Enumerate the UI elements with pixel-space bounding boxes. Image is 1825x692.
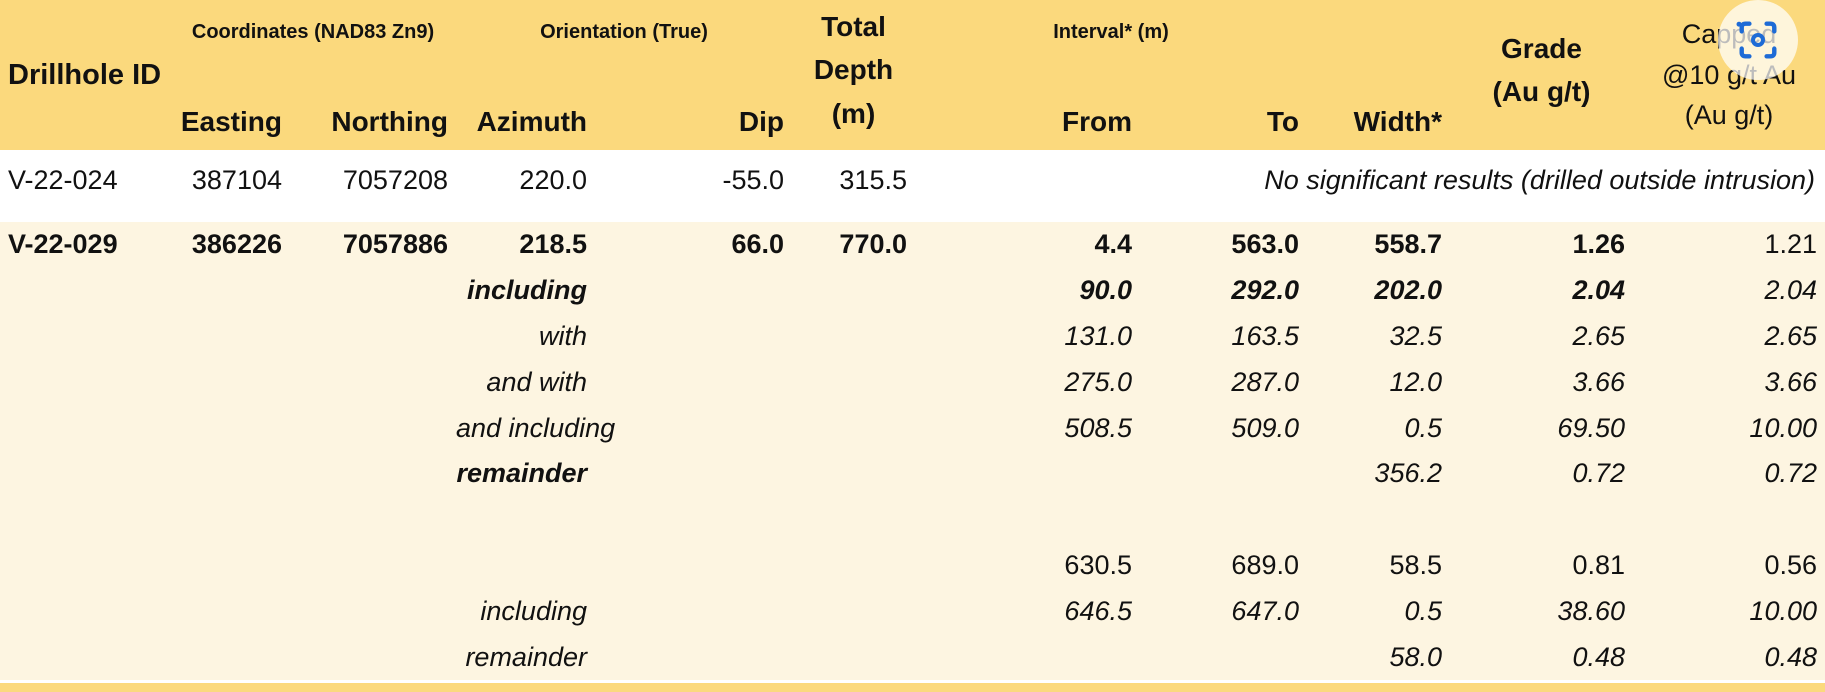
- cell-to: 163.5: [1231, 320, 1299, 351]
- cell-dip: -55.0: [722, 164, 784, 195]
- cell-interval-label: remainder: [465, 641, 587, 672]
- cell-capped: 2.65: [1764, 320, 1817, 351]
- cell-width: 202.0: [1374, 275, 1442, 306]
- table-header-row: Drillhole ID Coordinates (NAD83 Zn9) Ori…: [0, 0, 1825, 150]
- header-total-depth: Total Depth (m): [792, 0, 915, 150]
- table-row-with: with 131.0 163.5 32.5 2.65 2.65: [0, 314, 1825, 360]
- header-capped-line3: (Au g/t): [1684, 100, 1774, 131]
- cell-width: 356.2: [1374, 458, 1442, 489]
- cell-grade: 0.72: [1572, 458, 1625, 489]
- cell-to: 563.0: [1231, 229, 1299, 260]
- cell-capped: 3.66: [1764, 366, 1817, 397]
- cell-width: 58.5: [1389, 549, 1442, 580]
- table-row-including2: including 646.5 647.0 0.5 38.60 10.00: [0, 588, 1825, 634]
- table-row-and-with: and with 275.0 287.0 12.0 3.66 3.66: [0, 359, 1825, 405]
- cell-to: 287.0: [1231, 366, 1299, 397]
- table-row-including: including 90.0 292.0 202.0 2.04 2.04: [0, 268, 1825, 314]
- cell-width: 12.0: [1389, 366, 1442, 397]
- cell-northing: 7057208: [342, 164, 448, 195]
- cell-width: 32.5: [1389, 320, 1442, 351]
- cell-total-depth: 315.5: [839, 164, 907, 195]
- cell-capped: 10.00: [1749, 412, 1817, 443]
- next-header-bar: [0, 683, 1825, 692]
- cell-from: 275.0: [1064, 366, 1132, 397]
- header-to: To: [1266, 106, 1299, 137]
- cell-capped: 0.56: [1764, 549, 1817, 580]
- header-easting: Easting: [180, 106, 282, 137]
- table-row-interval2: 630.5 689.0 58.5 0.81 0.56: [0, 543, 1825, 589]
- header-drillhole-id: Drillhole ID: [8, 58, 162, 91]
- cell-width: 0.5: [1404, 412, 1442, 443]
- cell-from: 630.5: [1064, 549, 1132, 580]
- cell-capped: 0.72: [1764, 458, 1817, 489]
- cell-northing: 7057886: [342, 229, 448, 260]
- cell-to: 292.0: [1231, 275, 1299, 306]
- header-dip: Dip: [738, 106, 784, 137]
- header-total-depth-line2: Depth (m): [813, 54, 894, 129]
- cell-capped: 10.00: [1749, 595, 1817, 626]
- table-row-remainder: remainder 356.2 0.72 0.72: [0, 451, 1825, 497]
- table-row-and-including: and including 508.5 509.0 0.5 69.50 10.0…: [0, 405, 1825, 451]
- table-body-v22029: V-22-029 386226 7057886 218.5 66.0 770.0…: [0, 222, 1825, 680]
- header-orientation-group: Orientation (True): [540, 20, 708, 43]
- header-coordinates-group: Coordinates (NAD83 Zn9): [191, 20, 435, 43]
- header-grade: Grade (Au g/t): [1450, 0, 1633, 150]
- cell-to: 689.0: [1231, 549, 1299, 580]
- cell-dip: 66.0: [731, 229, 784, 260]
- cell-from: 4.4: [1094, 229, 1132, 260]
- cell-no-results-note: No significant results (drilled outside …: [1264, 164, 1815, 195]
- cell-easting: 387104: [191, 164, 282, 195]
- cell-drillhole-id: V-22-029: [8, 229, 118, 260]
- header-total-depth-line1: Total: [821, 10, 886, 42]
- cell-width: 558.7: [1374, 229, 1442, 260]
- cell-capped: 0.48: [1764, 641, 1817, 672]
- table-row-remainder2: remainder 58.0 0.48 0.48: [0, 634, 1825, 680]
- cell-interval-label: including: [467, 275, 587, 306]
- cell-capped: 1.21: [1764, 229, 1817, 260]
- cell-to: 509.0: [1231, 412, 1299, 443]
- region-capture-icon[interactable]: [1718, 0, 1798, 80]
- header-width: Width*: [1353, 106, 1442, 137]
- cell-grade: 38.60: [1557, 595, 1625, 626]
- cell-from: 131.0: [1064, 320, 1132, 351]
- cell-grade: 3.66: [1572, 366, 1625, 397]
- cell-drillhole-id: V-22-024: [8, 164, 118, 195]
- header-grade-line1: Grade: [1501, 32, 1582, 64]
- cell-capped: 2.04: [1764, 275, 1817, 306]
- cell-width: 0.5: [1404, 595, 1442, 626]
- cell-grade: 2.65: [1572, 320, 1625, 351]
- cell-interval-label: and with: [486, 366, 587, 397]
- cell-azimuth: 220.0: [519, 164, 587, 195]
- cell-to: 647.0: [1231, 595, 1299, 626]
- cell-grade: 0.48: [1572, 641, 1625, 672]
- cell-interval-label: with: [538, 320, 587, 351]
- cell-azimuth: 218.5: [519, 229, 587, 260]
- header-grade-line2: (Au g/t): [1492, 76, 1591, 107]
- cell-interval-label: remainder: [456, 458, 587, 489]
- cell-grade: 69.50: [1557, 412, 1625, 443]
- cell-from: 508.5: [1064, 412, 1132, 443]
- table-row-spacer: [0, 497, 1825, 543]
- header-interval-group: Interval* (m): [1053, 20, 1169, 43]
- cell-easting: 386226: [191, 229, 282, 260]
- table-row-v22029: V-22-029 386226 7057886 218.5 66.0 770.0…: [0, 222, 1825, 268]
- header-northing: Northing: [331, 106, 448, 137]
- table-row-v22024: V-22-024 387104 7057208 220.0 -55.0 315.…: [0, 150, 1825, 210]
- cell-from: 646.5: [1064, 595, 1132, 626]
- cell-interval-label: including: [480, 595, 587, 626]
- cell-grade: 2.04: [1572, 275, 1625, 306]
- cell-from: 90.0: [1079, 275, 1132, 306]
- cell-interval-label: and including: [456, 412, 616, 443]
- cell-total-depth: 770.0: [839, 229, 907, 260]
- cell-grade: 0.81: [1572, 549, 1625, 580]
- cell-width: 58.0: [1389, 641, 1442, 672]
- header-azimuth: Azimuth: [476, 106, 587, 137]
- capture-crosshair-glyph: [1736, 21, 1777, 59]
- cell-grade: 1.26: [1572, 229, 1625, 260]
- header-from: From: [1062, 106, 1132, 137]
